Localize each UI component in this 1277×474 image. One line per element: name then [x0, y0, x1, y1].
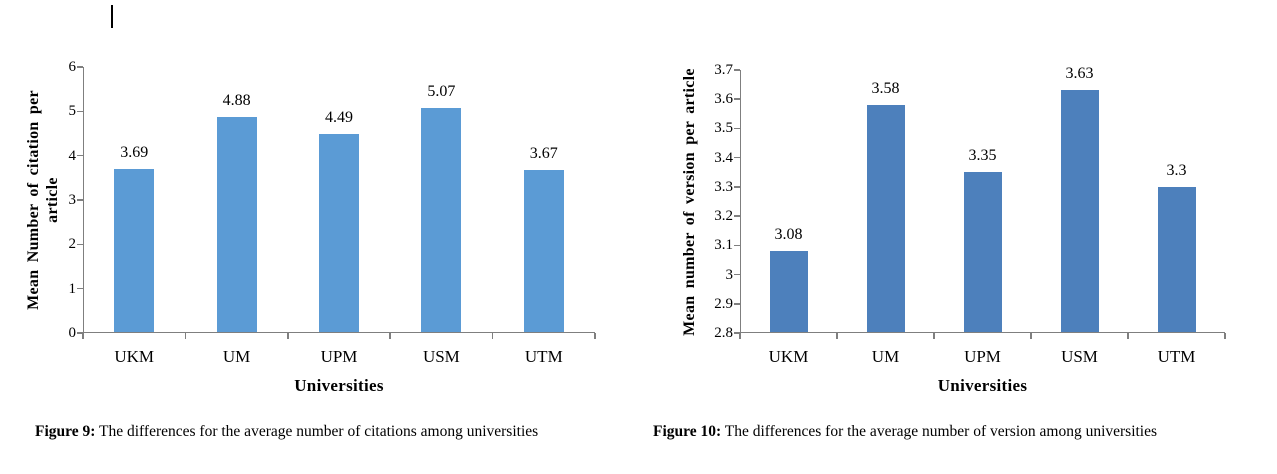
- y-axis-tick-label: 3: [68, 192, 77, 208]
- bar-um: [216, 116, 257, 333]
- y-axis-tick-label: 4: [68, 147, 77, 164]
- bar-value-label: 4.88: [222, 91, 251, 109]
- y-tick-mark: [734, 215, 740, 217]
- versions-bar-chart: 2.8 2.9 3 3.1 3.2 3.3 3.4 3.5 3.6 3.7 3.08 UKM 3.58 U…: [639, 0, 1277, 474]
- figure-10-caption-text: The differences for the average number o…: [721, 423, 1158, 440]
- y-axis-tick-label: 3.3: [714, 178, 733, 195]
- x-tick-mark: [82, 333, 84, 339]
- figure-9-caption: Figure 9: The differences for the averag…: [35, 422, 645, 442]
- bar-value-label: 4.49: [325, 108, 353, 126]
- y-tick-mark: [734, 186, 740, 188]
- y-axis-title: Mean Number of citation per article: [24, 90, 61, 310]
- y-axis-tick-label: 2: [68, 236, 77, 253]
- y-axis-tick-label: 0: [68, 325, 77, 341]
- x-category-label: USM: [1061, 347, 1098, 366]
- x-category-label: UM: [222, 347, 251, 366]
- citations-bar-chart: 0 1 2 3 4 5 6 3.69 UKM 4.88 UM 4.49 UPM 5.07 USM 3.67 UT…: [24, 59, 596, 395]
- x-tick-mark: [836, 333, 838, 339]
- x-category-label: USM: [422, 347, 460, 366]
- x-tick-mark: [1127, 333, 1129, 339]
- bar-value-label: 3.63: [1065, 65, 1094, 83]
- x-tick-mark: [933, 333, 935, 339]
- y-axis-tick-label: 5: [68, 103, 77, 120]
- bar-value-label: 5.07: [427, 83, 456, 101]
- bar-utm: [1157, 186, 1196, 333]
- bar-usm: [421, 108, 462, 333]
- y-tick-mark: [734, 332, 740, 334]
- y-axis-tick-label: 3.5: [714, 120, 733, 137]
- x-tick-mark: [1224, 333, 1226, 339]
- bar-value-label: 3.08: [774, 226, 803, 244]
- x-category-label: UKM: [114, 347, 155, 366]
- x-category-label: UM: [871, 347, 900, 366]
- x-category-label: UTM: [524, 347, 563, 366]
- y-tick-mark: [734, 303, 740, 305]
- x-tick-mark: [594, 333, 596, 339]
- x-tick-mark: [1030, 333, 1032, 339]
- bar-ukm: [769, 251, 808, 333]
- y-tick-mark: [77, 154, 83, 157]
- y-axis-tick-label: 1: [68, 280, 77, 297]
- figure-9-caption-label: Figure 9:: [35, 423, 96, 440]
- y-axis-tick-label: 2.9: [714, 295, 733, 312]
- x-category-label: UKM: [768, 347, 809, 366]
- x-tick-mark: [739, 333, 741, 339]
- y-axis-tick-label: 3.4: [714, 149, 733, 166]
- figure-9: 0 1 2 3 4 5 6 3.69 UKM 4.88 UM 4.49 UPM 5.07 USM 3.67 UT…: [24, 59, 596, 440]
- figure-9-caption-text: The differences for the average number o…: [95, 423, 539, 440]
- bar-value-label: 3.3: [1166, 161, 1187, 179]
- x-tick-mark: [389, 333, 391, 339]
- figure-10-caption: Figure 10: The differences for the avera…: [653, 422, 1263, 442]
- y-tick-mark: [734, 98, 740, 100]
- x-axis-title: Universities: [937, 376, 1028, 395]
- y-axis-tick-label: 6: [68, 59, 77, 75]
- y-tick-mark: [77, 66, 83, 68]
- y-tick-mark: [734, 156, 740, 159]
- y-axis-tick-label: 3.2: [714, 208, 733, 225]
- y-axis-tick-label: 3.1: [714, 237, 733, 254]
- x-tick-mark: [491, 333, 494, 339]
- plot-area: [83, 67, 595, 333]
- y-axis-tick-label: 3.6: [714, 91, 733, 108]
- x-tick-mark: [184, 333, 187, 339]
- y-axis-tick-label: 2.8: [714, 325, 733, 341]
- bar-usm: [1060, 90, 1099, 333]
- y-tick-mark: [77, 287, 83, 290]
- x-category-label: UPM: [320, 347, 358, 366]
- bar-value-label: 3.69: [120, 144, 149, 162]
- plot-area: [740, 70, 1225, 333]
- bar-upm: [963, 172, 1002, 333]
- bar-value-label: 3.58: [871, 80, 900, 98]
- y-axis-tick-label: 3.7: [714, 62, 733, 78]
- text-cursor: [111, 5, 113, 28]
- figure-10: 2.8 2.9 3 3.1 3.2 3.3 3.4 3.5 3.6 3.7 3.08 UKM 3.58 U…: [639, 0, 1277, 474]
- y-tick-mark: [734, 244, 740, 247]
- bar-value-label: 3.67: [529, 145, 558, 163]
- bar-ukm: [114, 169, 155, 333]
- y-tick-mark: [77, 199, 83, 201]
- x-category-label: UTM: [1157, 347, 1196, 366]
- bar-utm: [523, 170, 564, 333]
- figure-10-caption-label: Figure 10:: [653, 423, 722, 440]
- bar-upm: [319, 133, 359, 333]
- y-tick-mark: [77, 332, 83, 334]
- bar-value-label: 3.35: [968, 147, 997, 165]
- y-axis-tick-label: 3: [725, 266, 734, 283]
- y-axis-title: Mean number of version per article: [681, 67, 699, 336]
- bar-um: [866, 105, 905, 333]
- y-tick-mark: [734, 127, 740, 130]
- y-tick-mark: [77, 243, 83, 246]
- y-tick-mark: [77, 110, 83, 113]
- x-tick-mark: [287, 333, 289, 339]
- x-category-label: UPM: [964, 347, 1001, 366]
- y-tick-mark: [734, 273, 740, 276]
- x-axis-title: Universities: [294, 376, 384, 395]
- y-tick-mark: [734, 69, 740, 71]
